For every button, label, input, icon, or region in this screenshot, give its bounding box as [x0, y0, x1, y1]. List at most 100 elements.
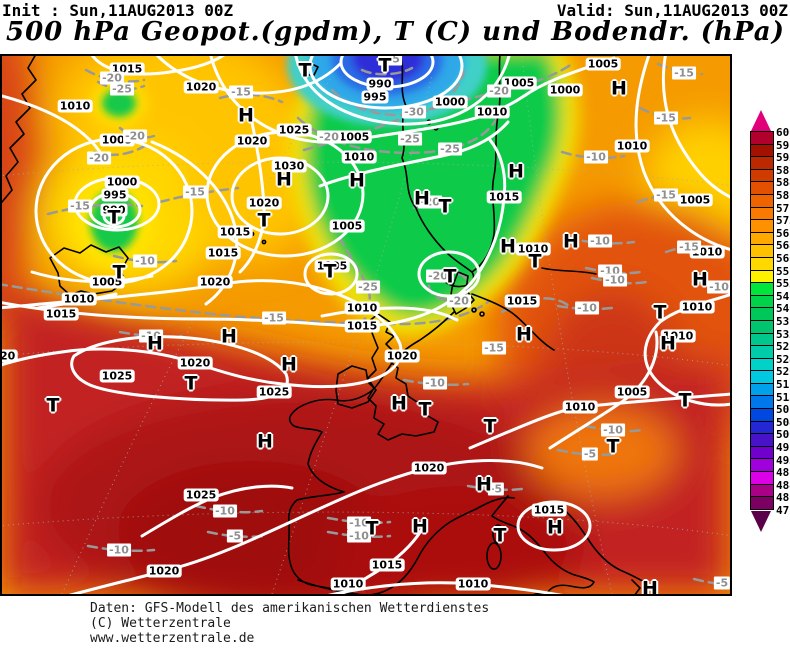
pressure-label: 1000	[432, 95, 468, 109]
colorbar-tick-label: 516	[776, 378, 790, 391]
temp-label: -15	[654, 188, 678, 202]
temp-label: -15	[654, 111, 678, 125]
temp-label: -15	[183, 185, 207, 199]
temp-label: -20	[123, 129, 147, 143]
temp-label: -10	[213, 504, 237, 518]
colorbar-tick-label: 548	[776, 289, 790, 303]
high-pressure-marker: H	[516, 323, 532, 346]
high-pressure-marker: H	[221, 325, 237, 348]
temp-label: -20	[426, 269, 450, 283]
pressure-label: 1020	[2, 349, 18, 363]
colorbar-arrow-down-icon	[751, 511, 771, 532]
footer-line-source: Daten: GFS-Modell des amerikanischen Wet…	[90, 601, 490, 616]
low-pressure-marker: T	[184, 372, 198, 395]
low-pressure-marker: T	[257, 209, 271, 232]
pressure-label: 1020	[197, 275, 233, 289]
high-pressure-marker: H	[349, 169, 365, 192]
colorbar-tick-label: 568	[776, 226, 790, 240]
colorbar-tick-label: 560	[776, 252, 790, 265]
pressure-label: 1010	[61, 292, 97, 306]
high-pressure-marker: H	[476, 473, 492, 496]
colorbar-tick-label: 496	[776, 441, 790, 454]
temp-label: -20	[418, 195, 442, 209]
temp-label: -10	[603, 273, 627, 287]
header-row: Init : Sun,11AUG2013 00Z Valid: Sun,11AU…	[0, 1, 790, 20]
low-pressure-marker: T	[323, 260, 337, 283]
pressure-label: 1010	[344, 301, 380, 315]
low-pressure-marker: T	[298, 59, 312, 82]
temp-label: -20	[87, 151, 111, 165]
temp-label: -10	[133, 254, 157, 268]
temp-label: -5	[226, 529, 244, 543]
pressure-label: 1010	[330, 577, 366, 591]
low-pressure-marker: T	[443, 265, 457, 288]
pressure-label: 1015	[504, 294, 540, 308]
colorbar-segment	[751, 194, 773, 208]
low-pressure-marker: T	[483, 415, 497, 438]
colorbar-segment	[751, 245, 773, 258]
temp-label: -5	[713, 576, 730, 590]
pressure-label: 1010	[562, 400, 598, 414]
colorbar-segment	[751, 484, 773, 498]
pressure-label: 1010	[341, 150, 377, 164]
pressure-label: 1005	[314, 259, 350, 273]
pressure-label: 995	[101, 188, 129, 202]
pressure-label: 1025	[256, 385, 292, 399]
high-pressure-marker: H	[281, 353, 297, 376]
colorbar-segment	[751, 333, 773, 347]
colorbar-segment	[751, 421, 773, 435]
temp-label: -10	[584, 150, 608, 164]
pressure-label: 1015	[369, 558, 405, 572]
pressure-label: 1010	[455, 577, 491, 591]
pressure-label: 1005	[329, 219, 365, 233]
colorbar-segment	[751, 169, 773, 183]
colorbar-segment	[751, 232, 773, 246]
footer-credits: Daten: GFS-Modell des amerikanischen Wet…	[90, 601, 489, 646]
colorbar-tick-label: 540	[776, 302, 790, 316]
colorbar-segment	[751, 472, 773, 485]
temp-label: -5	[581, 447, 599, 461]
high-pressure-marker: H	[412, 515, 428, 538]
temp-label: -15	[482, 341, 506, 355]
high-pressure-marker: H	[508, 160, 524, 183]
footer-line-copyright: (C) Wetterzentrale	[90, 616, 231, 631]
temp-label: -15	[677, 240, 701, 254]
low-pressure-marker: T	[378, 56, 392, 77]
pressure-label: 1015	[344, 319, 380, 333]
colorbar-tick-label: 528	[776, 340, 790, 354]
temp-label: -15	[68, 199, 92, 213]
colorbar-tick-label: 580	[776, 189, 790, 202]
pressure-label: 1015	[486, 190, 522, 204]
colorbar-segment	[751, 383, 773, 397]
temp-label: -10	[139, 329, 163, 343]
high-pressure-marker: H	[692, 268, 708, 291]
colorbar-tick-label: 508	[776, 403, 790, 417]
temp-label: -25	[110, 82, 134, 96]
colorbar-tick-label: 488	[776, 466, 790, 480]
map-labels: 1015 1020 1010 1005 1000 995 990 1015 1020 1020 10…	[2, 56, 730, 594]
colorbar-tick-label: 480	[776, 491, 790, 505]
colorbar-segments	[750, 131, 774, 510]
temp-label: -5	[487, 482, 505, 496]
pressure-label: 1025	[276, 123, 312, 137]
colorbar-tick-label: 476	[776, 504, 790, 517]
footer-line-url: www.wetterzentrale.de	[90, 631, 255, 646]
temp-label: -20	[100, 71, 124, 85]
high-pressure-marker: H	[414, 187, 430, 210]
high-pressure-marker: H	[642, 577, 658, 594]
pressure-label: 1000	[547, 83, 583, 97]
high-pressure-marker: H	[547, 516, 563, 539]
pressure-label: 1010	[474, 105, 510, 119]
colorbar-tick-label: 576	[776, 201, 790, 215]
colorbar: 6005965925885845805765725685645605565525…	[748, 110, 790, 540]
colorbar-tick-label: 596	[776, 138, 790, 152]
colorbar-tick-label: 564	[776, 239, 790, 253]
colorbar-segment	[751, 459, 773, 473]
colorbar-segment	[751, 358, 773, 372]
colorbar-segment	[751, 346, 773, 359]
colorbar-segment	[751, 220, 773, 233]
pressure-label: 1005	[677, 193, 713, 207]
pressure-label: 1010	[660, 329, 696, 343]
pressure-label: 990	[100, 203, 128, 217]
